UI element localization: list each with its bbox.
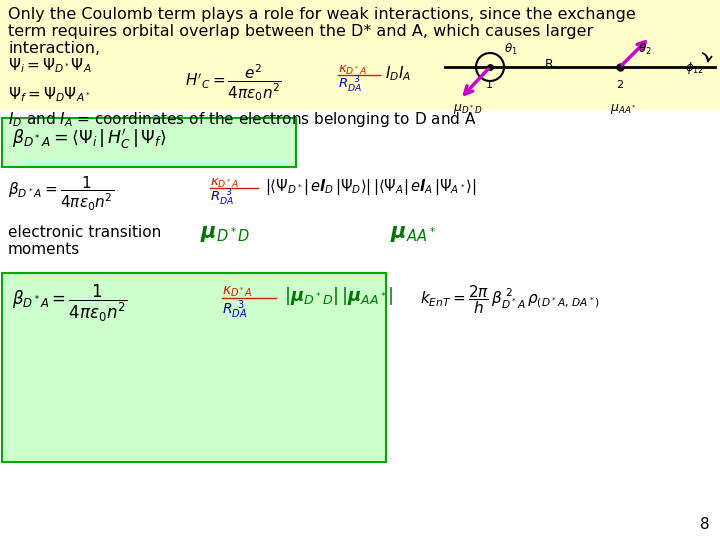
Text: $\theta_1$: $\theta_1$ (504, 42, 518, 57)
Text: electronic transition: electronic transition (8, 225, 161, 240)
FancyBboxPatch shape (2, 118, 296, 167)
Text: $I_D I_A$: $I_D I_A$ (385, 64, 411, 83)
Text: $\mu_{D^*D}$: $\mu_{D^*D}$ (453, 102, 482, 116)
Text: $\theta_2$: $\theta_2$ (638, 42, 652, 57)
Text: $\Psi_i = \Psi_{D^*}\Psi_A$: $\Psi_i = \Psi_{D^*}\Psi_A$ (8, 56, 91, 75)
Text: $\beta_{D^*A} = \dfrac{1}{4\pi\varepsilon_0 n^2}$: $\beta_{D^*A} = \dfrac{1}{4\pi\varepsilo… (12, 283, 127, 325)
Text: $R_{DA}^{\;\;3}$: $R_{DA}^{\;\;3}$ (222, 298, 247, 321)
Text: $\kappa_{D^*A}$: $\kappa_{D^*A}$ (338, 64, 367, 77)
Text: $\kappa_{D^*A}$: $\kappa_{D^*A}$ (210, 177, 239, 190)
Text: $\beta_{D^*A} = \dfrac{1}{4\pi\varepsilon_0 n^2}$: $\beta_{D^*A} = \dfrac{1}{4\pi\varepsilo… (8, 175, 114, 213)
Text: $H'_C = \dfrac{e^2}{4\pi\varepsilon_0 n^2}$: $H'_C = \dfrac{e^2}{4\pi\varepsilon_0 n^… (185, 62, 282, 103)
Text: $\boldsymbol{\mu}_{AA^*}$: $\boldsymbol{\mu}_{AA^*}$ (390, 224, 436, 244)
Text: $R_{DA}^{\;\;3}$: $R_{DA}^{\;\;3}$ (338, 75, 362, 95)
Text: term requires orbital overlap between the D* and A, which causes larger: term requires orbital overlap between th… (8, 24, 593, 39)
Text: 1: 1 (486, 80, 493, 90)
Text: $|\boldsymbol{\mu}_{D^*D}|\,|\boldsymbol{\mu}_{AA^*}|$: $|\boldsymbol{\mu}_{D^*D}|\,|\boldsymbol… (284, 285, 393, 307)
Bar (0, 0, 720, 110)
Text: $|\langle\Psi_{D^*}|\,e\boldsymbol{l}_D\,|\Psi_D\rangle|\,|\langle\Psi_A|\,e\bol: $|\langle\Psi_{D^*}|\,e\boldsymbol{l}_D\… (265, 177, 477, 197)
Text: $\boldsymbol{\mu}_{D^*D}$: $\boldsymbol{\mu}_{D^*D}$ (200, 224, 251, 244)
Text: $I_D$ and $I_A$ = coordinates of the electrons belonging to D and A: $I_D$ and $I_A$ = coordinates of the ele… (8, 110, 477, 129)
Text: $\Psi_f = \Psi_D\Psi_{A^*}$: $\Psi_f = \Psi_D\Psi_{A^*}$ (8, 85, 91, 104)
Text: interaction,: interaction, (8, 41, 100, 56)
Text: $\beta_{D^*A} = \langle\Psi_i\,|\,H^\prime_C\,|\,\Psi_f\rangle$: $\beta_{D^*A} = \langle\Psi_i\,|\,H^\pri… (12, 127, 167, 151)
Text: moments: moments (8, 242, 80, 257)
FancyBboxPatch shape (2, 273, 386, 462)
Text: $\kappa_{D^*A}$: $\kappa_{D^*A}$ (222, 285, 253, 299)
Text: $\phi_{12}$: $\phi_{12}$ (685, 60, 704, 76)
Text: $\mu_{AA^*}$: $\mu_{AA^*}$ (610, 102, 636, 116)
Text: $k_{EnT} = \dfrac{2\pi}{h}\,\beta_{D^*A}^{\ 2}\,\rho_{(D^*A,\,DA^*)}$: $k_{EnT} = \dfrac{2\pi}{h}\,\beta_{D^*A}… (420, 283, 600, 316)
Text: 2: 2 (616, 80, 623, 90)
Text: R: R (545, 58, 554, 71)
Text: Only the Coulomb term plays a role for weak interactions, since the exchange: Only the Coulomb term plays a role for w… (8, 7, 636, 22)
Text: 8: 8 (701, 517, 710, 532)
Text: $R_{DA}^{\;\;3}$: $R_{DA}^{\;\;3}$ (210, 188, 234, 208)
